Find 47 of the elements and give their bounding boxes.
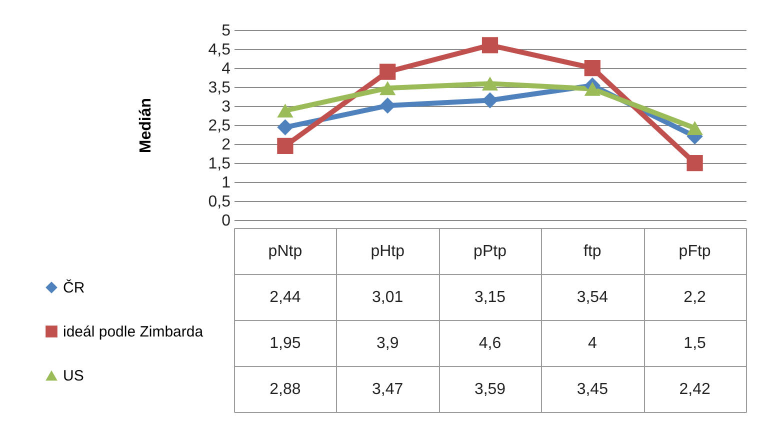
- x-tick-label: pNtp: [268, 243, 302, 260]
- x-tick-label: ftp: [584, 243, 602, 260]
- data-label: 3,9: [376, 335, 399, 352]
- point: [584, 60, 600, 76]
- data-label: 1,5: [684, 335, 706, 352]
- point: [380, 64, 396, 80]
- data-label: 2,2: [684, 289, 706, 306]
- x-tick-label: pPtp: [474, 243, 507, 260]
- point: [482, 76, 498, 91]
- y-tick-label: 5: [222, 22, 231, 40]
- point: [686, 121, 703, 136]
- point: [277, 119, 294, 136]
- data-label: 2,44: [270, 289, 301, 306]
- point: [584, 82, 600, 96]
- data-label: 2,88: [270, 381, 301, 398]
- legend-label: ideál podle Zimbarda: [63, 324, 204, 340]
- y-tick-label: 0: [222, 212, 231, 230]
- y-tick-label: 3,5: [208, 80, 231, 96]
- y-tick-label: 0,5: [208, 194, 231, 210]
- point: [380, 81, 396, 96]
- legend-label: US: [63, 368, 84, 384]
- data-label: 3,47: [372, 381, 404, 398]
- y-tick-label: 2: [222, 136, 231, 154]
- data-label: 4,6: [478, 335, 502, 352]
- data-label: 3,45: [576, 381, 608, 398]
- y-tick-label: 4: [222, 60, 231, 78]
- y-tick-label: 1: [222, 174, 231, 192]
- point: [482, 37, 498, 54]
- data-label: 4: [588, 335, 597, 352]
- point: [277, 104, 294, 118]
- y-tick-label: 2,5: [208, 118, 231, 134]
- x-tick-label: pHtp: [370, 243, 405, 260]
- data-label: 1,95: [270, 335, 301, 352]
- y-axis-title: Medián: [137, 98, 154, 154]
- legend-label: ČR: [63, 278, 85, 296]
- data-label: 3,59: [474, 381, 506, 398]
- point: [380, 98, 396, 114]
- point: [686, 154, 703, 172]
- y-tick-label: 3: [222, 98, 231, 116]
- y-tick-label: 1,5: [208, 156, 231, 172]
- x-tick-label: pFtp: [678, 243, 711, 260]
- y-tick-label: 4,5: [208, 42, 231, 58]
- data-label: 2,42: [679, 381, 710, 398]
- data-label: 3,54: [576, 289, 608, 306]
- point: [277, 138, 294, 154]
- data-label: 3,15: [474, 289, 506, 306]
- data-label: 3,01: [372, 289, 404, 306]
